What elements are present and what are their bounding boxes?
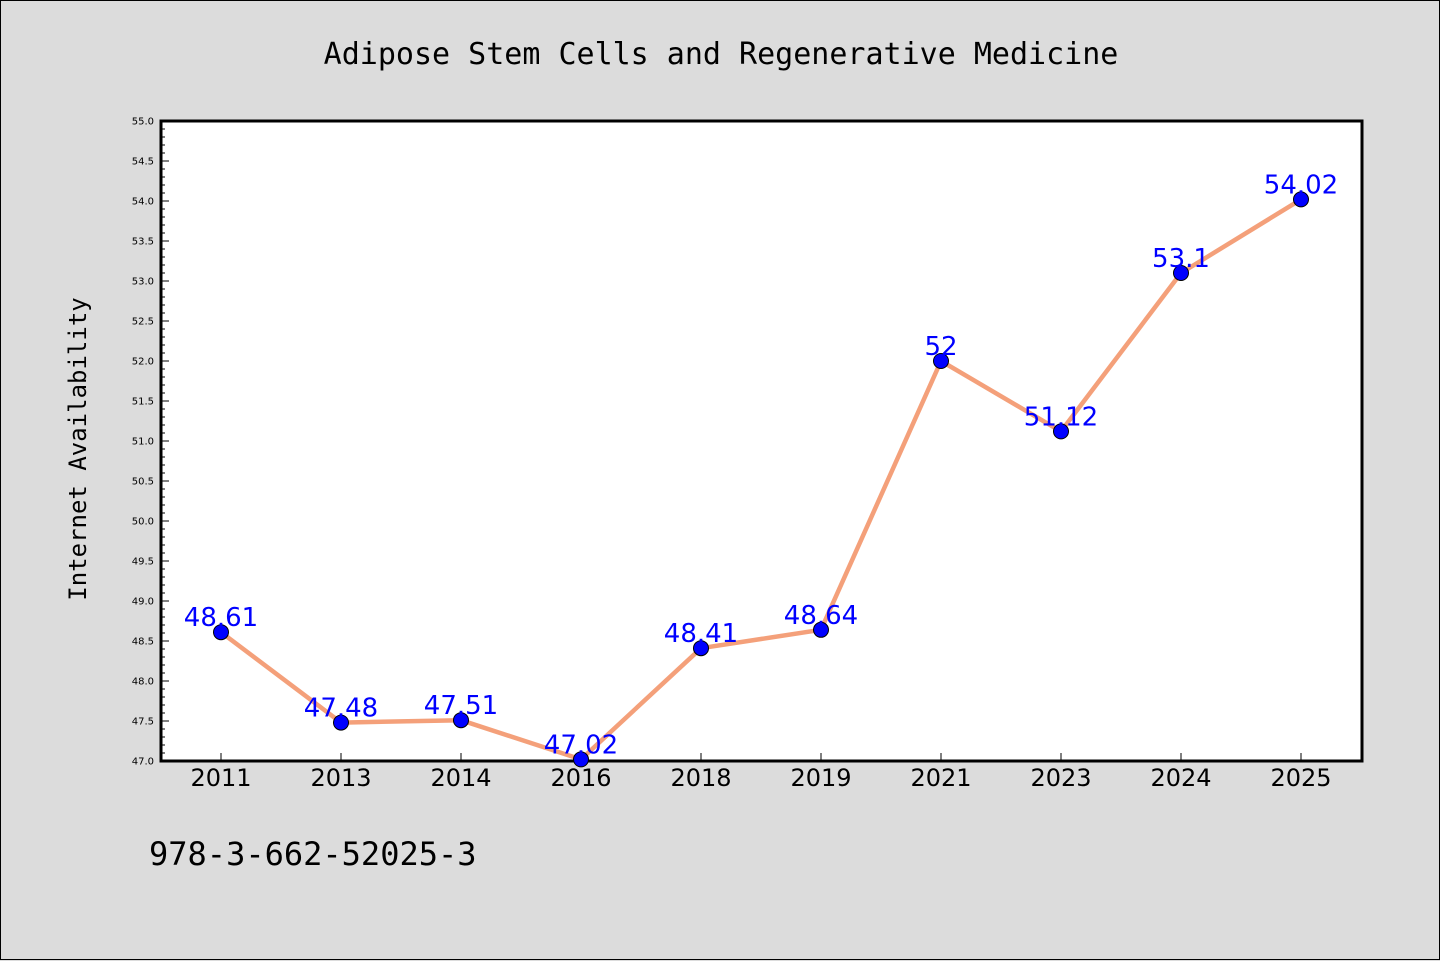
x-tick-label: 2014 [430, 764, 491, 792]
x-tick-label: 2018 [670, 764, 731, 792]
y-tick-label: 52.5 [132, 317, 154, 328]
y-tick-label: 51.0 [132, 437, 154, 448]
y-tick-label: 48.0 [132, 677, 154, 688]
data-points [213, 191, 1309, 768]
x-tick-label: 2011 [190, 764, 251, 792]
x-tick-label: 2021 [910, 764, 971, 792]
y-tick-label: 53.5 [132, 237, 154, 248]
y-tick-label: 51.5 [132, 397, 154, 408]
y-tick-label: 49.5 [132, 557, 154, 568]
data-point [453, 712, 469, 729]
series-line-group [219, 197, 1303, 762]
x-tick-label: 2025 [1270, 764, 1331, 792]
y-axis-ticks: 47.0 47.5 48.0 48.5 49.0 49.5 50.0 50.5 51.0 51.5… [132, 117, 169, 768]
data-label: 51.12 [1024, 402, 1098, 432]
y-tick-label: 49.0 [132, 597, 154, 608]
data-label: 53.1 [1152, 244, 1210, 274]
data-point [573, 751, 589, 768]
data-point [1053, 423, 1069, 440]
data-point [1173, 265, 1189, 281]
x-tick-label: 2016 [550, 764, 611, 792]
x-tick-label: 2023 [1030, 764, 1091, 792]
x-tick-label: 2024 [1150, 764, 1211, 792]
y-tick-label: 47.5 [132, 717, 154, 728]
data-point [933, 353, 949, 369]
data-label: 47.48 [304, 694, 378, 724]
data-label: 47.51 [424, 691, 498, 721]
y-tick-label: 53.0 [132, 277, 154, 288]
plot-area [159, 119, 1364, 763]
data-point [1293, 191, 1309, 208]
y-tick-label: 52.0 [132, 357, 154, 368]
x-axis-ticks: 2011 2013 2014 2016 2018 2019 2021 2023 2024 2025 [190, 753, 1332, 792]
isbn-footer: 978-3-662-52025-3 [149, 835, 477, 873]
data-label: 48.41 [664, 619, 738, 649]
data-point [213, 624, 229, 641]
y-tick-label: 48.5 [132, 637, 154, 648]
data-label: 48.64 [784, 601, 858, 631]
y-tick-label: 47.0 [132, 757, 154, 768]
y-tick-label: 54.5 [132, 157, 154, 168]
x-tick-label: 2013 [310, 764, 371, 792]
data-label: 48.61 [184, 603, 258, 633]
chart-title: Adipose Stem Cells and Regenerative Medi… [324, 37, 1119, 72]
data-label: 47.02 [544, 730, 618, 760]
y-axis-label: Internet Availability [64, 297, 92, 600]
x-tick-label: 2019 [790, 764, 851, 792]
data-label: 52 [924, 332, 957, 362]
data-point [813, 621, 829, 638]
y-tick-label: 50.5 [132, 477, 154, 488]
data-point [693, 640, 709, 657]
data-labels: 48.61 47.48 47.51 47.02 48.41 48.64 52 51.12 53.… [184, 170, 1338, 760]
data-label: 54.02 [1264, 170, 1338, 200]
y-tick-label: 55.0 [132, 117, 154, 128]
series-line [219, 197, 1303, 762]
y-tick-label: 50.0 [132, 517, 154, 528]
data-point [333, 714, 349, 731]
y-tick-label: 54.0 [132, 197, 154, 208]
